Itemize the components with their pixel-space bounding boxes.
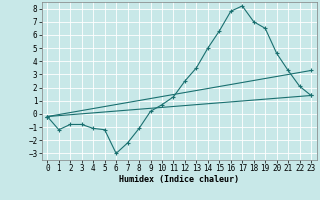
X-axis label: Humidex (Indice chaleur): Humidex (Indice chaleur) bbox=[119, 175, 239, 184]
